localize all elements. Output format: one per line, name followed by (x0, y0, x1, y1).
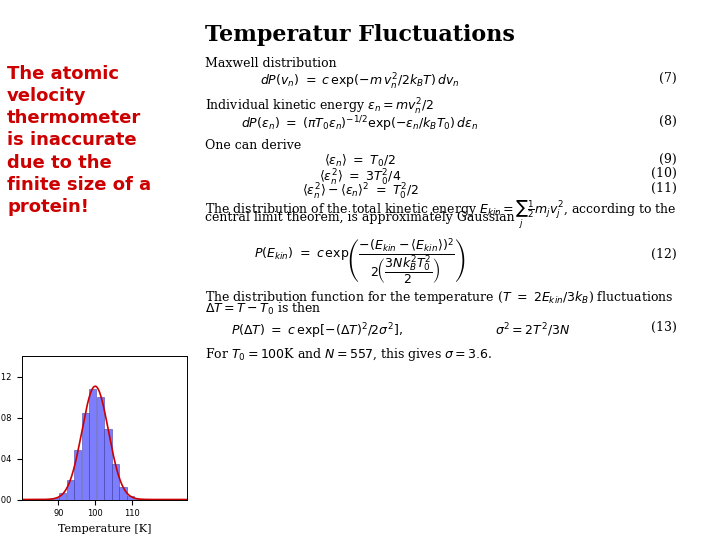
Text: $\Delta T = T - T_0$ is then: $\Delta T = T - T_0$ is then (205, 301, 322, 317)
Text: (7): (7) (659, 72, 677, 85)
Text: $\langle \epsilon_n \rangle \ = \ T_0/2$: $\langle \epsilon_n \rangle \ = \ T_0/2$ (324, 153, 396, 170)
Text: $\langle \epsilon_n^2 \rangle \ = \ 3T_0^2/4$: $\langle \epsilon_n^2 \rangle \ = \ 3T_0… (319, 167, 401, 187)
Bar (112, 464, 119, 500)
Text: (9): (9) (659, 153, 677, 166)
X-axis label: Temperature [K]: Temperature [K] (58, 524, 151, 534)
Text: (12): (12) (651, 248, 677, 261)
Bar (135, 499, 142, 500)
Text: $\langle \epsilon_n^2 \rangle - \langle \epsilon_n \rangle^2 \ = \ T_0^2/2$: $\langle \epsilon_n^2 \rangle - \langle … (302, 182, 418, 202)
Bar (127, 496, 134, 500)
Text: $\sigma^2 = 2T^2/3N$: $\sigma^2 = 2T^2/3N$ (495, 321, 570, 339)
Text: Temperatur Fluctuations: Temperatur Fluctuations (205, 24, 515, 46)
Text: The distribution of the total kinetic energy $E_{kin} = \sum_j \frac{1}{2}m_j v_: The distribution of the total kinetic en… (205, 199, 677, 231)
Text: (10): (10) (651, 167, 677, 180)
Text: One can derive: One can derive (205, 139, 302, 152)
Text: The distribution function for the temperature ($T \ = \ 2E_{kin}/3k_B$) fluctuat: The distribution function for the temper… (205, 289, 674, 306)
Bar (89, 389, 96, 500)
Text: Individual kinetic energy $\epsilon_n = mv_n^2/2$: Individual kinetic energy $\epsilon_n = … (205, 97, 434, 117)
Bar (97, 397, 104, 500)
Bar (82, 413, 89, 500)
Text: central limit theorem, is approximately Gaussian: central limit theorem, is approximately … (205, 211, 515, 224)
Bar (120, 487, 127, 500)
Bar (74, 450, 81, 500)
Bar (104, 429, 112, 500)
Text: For $T_0 = 100$K and $N = 557$, this gives $\sigma = 3.6$.: For $T_0 = 100$K and $N = 557$, this giv… (205, 346, 492, 362)
Bar (67, 480, 74, 500)
Text: (11): (11) (651, 182, 677, 195)
Text: (8): (8) (659, 114, 677, 127)
Bar (59, 494, 66, 500)
Text: $P(E_{kin}) \ = \ c \, \exp\!\left(\dfrac{-(E_{kin} - \langle E_{kin}\rangle)^2}: $P(E_{kin}) \ = \ c \, \exp\!\left(\dfra… (254, 237, 466, 287)
Text: The atomic
velocity
thermometer
is inaccurate
due to the
finite size of a
protei: The atomic velocity thermometer is inacc… (7, 65, 151, 216)
Text: (13): (13) (651, 321, 677, 334)
Text: $dP(\epsilon_n) \ = \ (\pi T_0 \epsilon_n)^{-1/2} \exp(-\epsilon_n / k_B T_0)\, : $dP(\epsilon_n) \ = \ (\pi T_0 \epsilon_… (241, 114, 479, 134)
Text: Maxwell distribution: Maxwell distribution (205, 57, 337, 70)
Text: $dP(v_n) \ = \ c \, \exp(-m\, v_n^2 / 2k_BT)\, dv_n$: $dP(v_n) \ = \ c \, \exp(-m\, v_n^2 / 2k… (261, 72, 459, 92)
Text: $P(\Delta T) \ = \ c \, \exp[-(\Delta T)^2/2\sigma^2],$: $P(\Delta T) \ = \ c \, \exp[-(\Delta T)… (231, 321, 402, 341)
Bar (52, 498, 59, 500)
